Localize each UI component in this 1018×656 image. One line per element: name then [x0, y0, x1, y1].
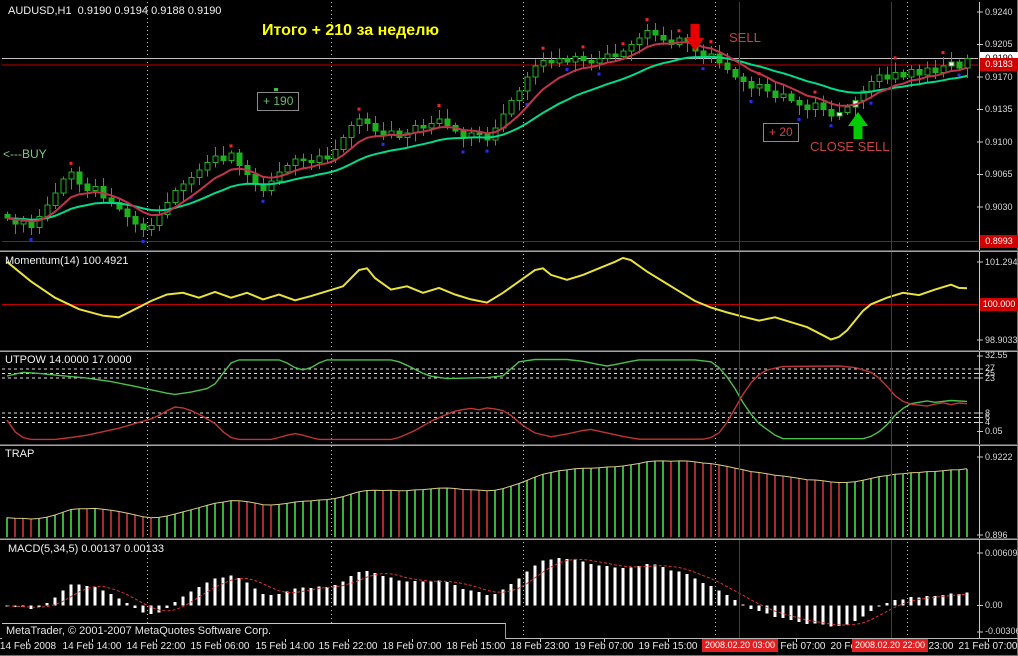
- time-label: 18 Feb 23:00: [510, 641, 570, 652]
- main-axis-label: 0.9170: [985, 71, 1013, 82]
- utpow-axis-label: 4: [985, 416, 991, 427]
- utpow-indicator-label: UTPOW 14.0000 17.0000: [5, 354, 132, 366]
- copyright-bar: MetaTrader, © 2001-2007 MetaQuotes Softw…: [2, 623, 506, 639]
- main-axis-label: 0.9135: [985, 104, 1013, 115]
- main-axis-label: 0.9100: [985, 136, 1013, 147]
- main-axis-label: 0.9065: [985, 169, 1013, 180]
- macd-histogram: [5, 558, 969, 627]
- sell-arrow-icon: [686, 24, 704, 51]
- time-axis-border: [0, 638, 1018, 639]
- utpow-axis-label: 0.05: [985, 426, 1003, 437]
- time-label: 19 Feb 07:00: [574, 641, 634, 652]
- weekly-total-annotation: Итого + 210 за неделю: [262, 22, 440, 39]
- trap-histogram: [6, 460, 968, 537]
- price-tag: 100.000: [980, 297, 1018, 311]
- momentum-axis-label: 101.294: [985, 256, 1018, 267]
- price-tag: 0.9183: [980, 58, 1018, 72]
- time-label: 15 Feb 14:00: [255, 641, 315, 652]
- utpow-axis-label: 8: [985, 407, 991, 418]
- time-label: 21 Feb 07:00: [958, 641, 1018, 652]
- copyright-text: MetaTrader, © 2001-2007 MetaQuotes Softw…: [6, 625, 272, 637]
- time-label: 19 Feb 15:00: [638, 641, 698, 652]
- time-label: 18 Feb 07:00: [382, 641, 442, 652]
- trap-axis-label: 0.9222: [985, 451, 1013, 462]
- macd-axis-label: 0.00609: [985, 547, 1018, 558]
- time-event-tag: 2008.02.20 22:00: [851, 639, 929, 652]
- trap-axis-label: 0.896: [985, 529, 1008, 540]
- macd-indicator-label: MACD(5,34,5) 0.00137 0.00133: [8, 543, 164, 555]
- price-tag: 0.8993: [980, 234, 1018, 248]
- time-event-tag: 2008.02.20 03:00: [701, 639, 779, 652]
- time-label: 14 Feb 22:00: [126, 641, 186, 652]
- sell-annotation: SELL: [729, 30, 761, 45]
- main-axis-label: 0.9030: [985, 201, 1013, 212]
- time-label: 15 Feb 22:00: [318, 641, 378, 652]
- time-label: 20 Feb 07:00: [766, 641, 826, 652]
- macd-axis-label: -0.00306: [985, 626, 1018, 637]
- close-sell-arrow-icon: [848, 112, 868, 139]
- momentum-indicator-label: Momentum(14) 100.4921: [5, 255, 129, 267]
- chart-title-ohlc: AUDUSD,H1 0.9190 0.9194 0.9188 0.9190: [8, 5, 222, 17]
- profit-20-box: + 20: [763, 123, 799, 142]
- utpow-axis-label: 25: [985, 367, 996, 378]
- candles: [4, 22, 971, 237]
- panel-separator[interactable]: [0, 350, 1018, 352]
- profit-dot: [274, 88, 278, 91]
- utpow-axis-label: 32.55: [985, 350, 1008, 361]
- main-axis-label: 0.9240: [985, 6, 1013, 17]
- panel-separator[interactable]: [0, 444, 1018, 446]
- utpow-axis-label: 23: [985, 372, 996, 383]
- macd-axis-label: 0.00: [985, 600, 1003, 611]
- price-axis[interactable]: [979, 2, 1018, 638]
- panel-separator[interactable]: [0, 538, 1018, 540]
- time-label: 14 Feb 14:00: [62, 641, 122, 652]
- panel-separator[interactable]: [0, 250, 1018, 252]
- momentum-axis-label: 98.9033: [985, 334, 1018, 345]
- time-label: 14 Feb 2008: [0, 641, 57, 652]
- time-label: 18 Feb 15:00: [446, 641, 506, 652]
- utpow-axis-label: 6: [985, 412, 991, 423]
- utpow-axis-label: 27: [985, 363, 996, 374]
- close-sell-annotation: CLOSE SELL: [810, 139, 890, 154]
- profit-190-box: + 190: [257, 92, 300, 111]
- buy-annotation: <---BUY: [3, 147, 47, 161]
- main-axis-label: 0.9205: [985, 39, 1013, 50]
- trap-indicator-label: TRAP: [5, 448, 35, 460]
- time-label: 15 Feb 06:00: [190, 641, 250, 652]
